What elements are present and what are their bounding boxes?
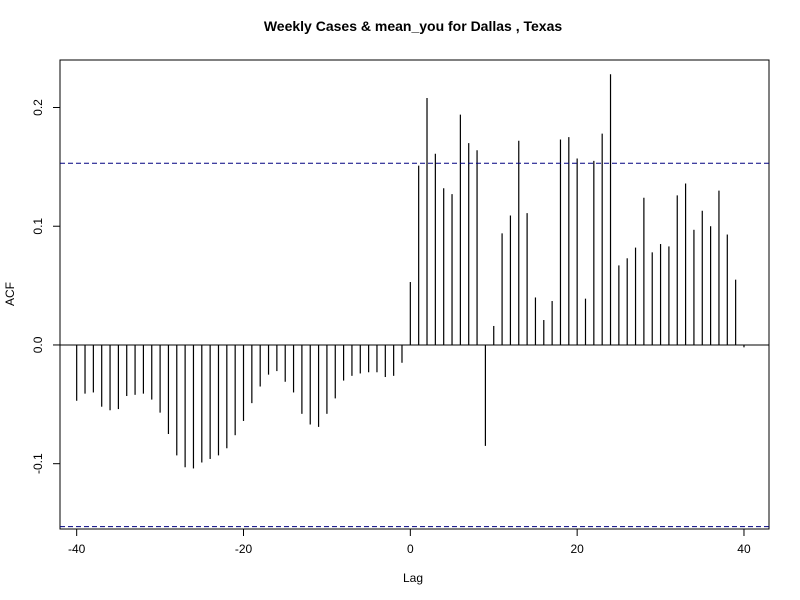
y-axis: -0.1 0.0 0.1 0.2 (31, 99, 60, 474)
y-axis-label: ACF (3, 282, 17, 306)
chart-title: Weekly Cases & mean_you for Dallas , Tex… (264, 18, 563, 34)
x-tick-label: -40 (68, 542, 86, 556)
x-tick-label: 40 (737, 542, 751, 556)
y-tick-label: 0.2 (31, 99, 45, 116)
acf-bars (76, 74, 745, 469)
x-axis: -40 -20 0 20 40 (68, 529, 751, 556)
x-tick-label: -20 (235, 542, 253, 556)
x-axis-label: Lag (403, 571, 423, 585)
x-tick-label: 20 (570, 542, 584, 556)
y-tick-label: -0.1 (31, 453, 45, 474)
y-tick-label: 0.1 (31, 218, 45, 235)
x-tick-label: 0 (407, 542, 414, 556)
plot-frame (59, 59, 770, 530)
y-tick-label: 0.0 (31, 336, 45, 353)
